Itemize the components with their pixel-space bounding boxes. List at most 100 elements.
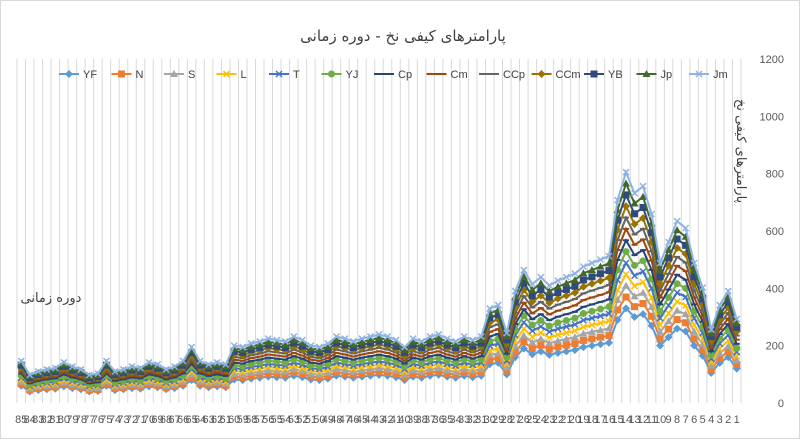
data-point bbox=[426, 368, 434, 376]
data-point bbox=[298, 339, 307, 347]
data-point bbox=[554, 289, 562, 297]
data-point bbox=[238, 345, 247, 353]
data-point bbox=[588, 335, 596, 343]
y-axis-label: پارامترهای کیفی نخ bbox=[733, 99, 748, 204]
data-point bbox=[375, 330, 383, 338]
x-tick-label: 68 bbox=[160, 414, 172, 426]
data-point bbox=[349, 367, 358, 375]
data-point bbox=[596, 256, 604, 264]
legend-marker bbox=[170, 70, 178, 77]
data-point bbox=[665, 301, 673, 309]
data-point bbox=[281, 371, 289, 379]
data-point bbox=[358, 341, 366, 349]
x-tick-label: 28 bbox=[501, 414, 513, 426]
data-point bbox=[60, 358, 68, 366]
series-line-CCm bbox=[20, 203, 738, 381]
x-tick-label: 21 bbox=[560, 414, 572, 426]
data-point bbox=[494, 301, 502, 309]
data-point bbox=[401, 343, 409, 351]
data-point bbox=[281, 340, 290, 348]
data-point bbox=[315, 370, 324, 378]
data-point bbox=[596, 305, 604, 313]
data-point bbox=[579, 269, 588, 277]
data-point bbox=[665, 294, 673, 302]
legend-item-Cm: Cm bbox=[426, 69, 468, 81]
data-point bbox=[469, 342, 477, 350]
data-point bbox=[639, 310, 648, 319]
data-point bbox=[631, 210, 639, 218]
data-point bbox=[298, 342, 306, 350]
data-point bbox=[196, 357, 204, 365]
data-point bbox=[358, 335, 366, 343]
data-point bbox=[477, 365, 486, 373]
data-point bbox=[571, 314, 579, 322]
data-point bbox=[520, 338, 528, 346]
x-tick-label: 58 bbox=[245, 414, 257, 426]
data-point bbox=[357, 366, 366, 374]
data-point bbox=[639, 203, 647, 211]
data-point bbox=[239, 362, 247, 370]
data-point bbox=[332, 365, 341, 373]
legend-item-YB: YB bbox=[584, 69, 623, 81]
data-point bbox=[519, 331, 528, 339]
data-point bbox=[707, 326, 715, 334]
legend-marker bbox=[65, 70, 73, 78]
data-point bbox=[707, 351, 715, 359]
data-point bbox=[622, 293, 630, 301]
data-point bbox=[443, 337, 452, 345]
data-point bbox=[511, 298, 519, 306]
data-point bbox=[631, 261, 639, 269]
data-point bbox=[707, 333, 715, 341]
data-point bbox=[247, 342, 256, 350]
data-point bbox=[519, 272, 528, 280]
data-point bbox=[528, 327, 536, 335]
data-point bbox=[545, 339, 554, 347]
data-point bbox=[690, 335, 698, 343]
data-point bbox=[34, 367, 42, 376]
data-point bbox=[494, 349, 503, 357]
data-point bbox=[562, 291, 571, 300]
data-point bbox=[673, 217, 681, 225]
data-point bbox=[537, 285, 545, 293]
data-point bbox=[264, 357, 272, 365]
data-point bbox=[384, 368, 392, 376]
data-point bbox=[570, 288, 579, 297]
data-point bbox=[571, 282, 579, 290]
data-point bbox=[579, 282, 588, 291]
data-point bbox=[435, 330, 443, 338]
data-point bbox=[154, 360, 162, 369]
data-point bbox=[622, 248, 630, 256]
x-tick-label: 63 bbox=[203, 414, 215, 426]
legend-label: T bbox=[293, 69, 300, 81]
data-point bbox=[562, 323, 570, 331]
data-point bbox=[452, 371, 460, 379]
data-point bbox=[545, 293, 553, 301]
data-point bbox=[579, 276, 587, 284]
data-point bbox=[571, 327, 579, 335]
data-point bbox=[332, 339, 340, 347]
data-point bbox=[537, 341, 545, 349]
y-tick-label: 1000 bbox=[760, 111, 784, 123]
x-tick-label: 6 bbox=[691, 414, 697, 426]
data-point bbox=[613, 295, 622, 303]
data-point bbox=[409, 335, 417, 343]
data-point bbox=[332, 335, 341, 343]
x-tick-label: 69 bbox=[151, 414, 163, 426]
data-point bbox=[409, 341, 417, 349]
data-point bbox=[630, 292, 639, 300]
data-point bbox=[452, 359, 460, 367]
data-point bbox=[724, 287, 732, 295]
x-tick-label: 9 bbox=[666, 414, 672, 426]
data-point bbox=[639, 278, 647, 286]
x-tick-label: 78 bbox=[75, 414, 87, 426]
x-tick-label: 48 bbox=[330, 414, 342, 426]
data-point bbox=[213, 378, 222, 386]
y-tick-label: 1200 bbox=[760, 54, 784, 66]
data-point bbox=[656, 341, 665, 350]
data-point bbox=[673, 226, 682, 234]
x-tick-label: 60 bbox=[228, 414, 240, 426]
x-tick-label: 38 bbox=[415, 414, 427, 426]
data-point bbox=[690, 259, 698, 267]
